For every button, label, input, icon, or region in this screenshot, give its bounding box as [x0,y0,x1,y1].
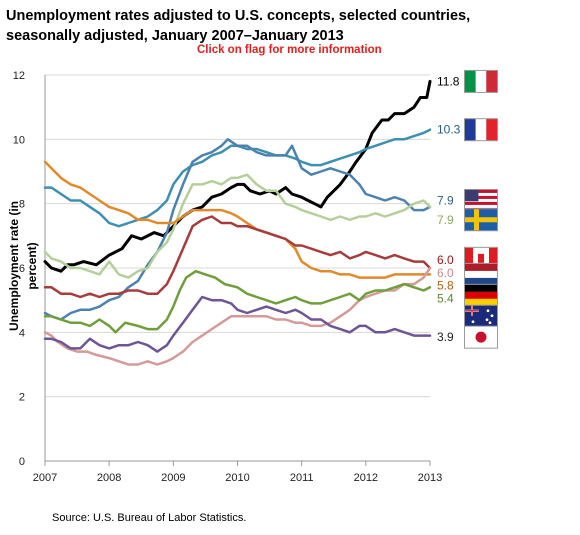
usa-flag-part [465,198,497,202]
end-label-4: 5.8 [437,279,454,293]
france-flag[interactable] [464,118,498,142]
y-tick-label-4: 4 [19,327,25,339]
italy-flag-part [465,70,476,92]
netherlands-flag-part [465,277,497,285]
end-label-7: 5.4 [437,292,454,306]
germany-flag[interactable] [464,283,498,307]
series-line-5 [43,215,432,299]
australia-flag-star [486,309,490,313]
end-label-6: 6.0 [437,266,454,280]
y-tick-label-0: 0 [19,456,25,468]
end-label-2: 7.9 [437,193,454,207]
chart-title: Unemployment rates adjusted to U.S. conc… [6,8,471,44]
japan-flag-sun [475,331,487,343]
australia-flag[interactable] [464,304,498,328]
x-tick-label-2011: 2011 [290,472,314,484]
netherlands-flag-part [465,270,497,278]
usa-flag-part [465,189,479,202]
flag-hint-text: Click on flag for more information [197,44,382,56]
y-tick-label-2: 2 [19,392,25,404]
japan-flag[interactable] [464,325,498,349]
series-line-0 [43,79,432,273]
y-tick-label-6: 6 [19,263,25,275]
australia-flag-star [490,314,494,318]
end-label-8: 3.9 [437,330,454,344]
source-note: Source: U.S. Bureau of Labor Statistics. [52,512,247,524]
germany-flag-part [465,284,497,292]
y-tick-label-12: 12 [13,70,25,82]
italy-flag-part [475,70,487,92]
germany-flag-part [465,298,497,306]
canada-flag-part [465,247,473,269]
x-tick-label-2010: 2010 [225,472,249,484]
end-label-1: 10.3 [437,123,461,137]
usa-flag-part [465,201,497,205]
australia-flag-star [471,320,475,324]
usa-flag-part [465,192,497,196]
usa-flag-part [465,189,497,193]
x-tick-label-2007: 2007 [33,472,57,484]
x-tick-label-2009: 2009 [161,472,185,484]
netherlands-flag-part [465,263,497,271]
canada-flag-part [478,253,484,263]
series-line-3 [43,173,432,279]
x-tick-label-2013: 2013 [418,472,442,484]
y-tick-label-10: 10 [13,134,25,146]
france-flag-part [475,119,487,141]
x-tick-label-2012: 2012 [354,472,378,484]
end-label-3: 7.9 [437,213,454,227]
series-line-6 [43,266,432,366]
series-line-4 [43,160,432,279]
usa-flag-part [465,195,497,199]
australia-flag-star [488,321,492,325]
italy-flag[interactable] [464,69,498,93]
france-flag-part [486,119,497,141]
end-label-5: 6.0 [437,253,454,267]
series-line-8 [43,295,432,353]
usa-flag-part [465,204,497,208]
usa-flag[interactable] [464,188,498,212]
series-line-2 [43,138,432,321]
italy-flag-part [486,70,497,92]
australia-flag-star [485,318,489,322]
y-tick-label-8: 8 [19,199,25,211]
series-line-7 [43,269,432,334]
end-label-0: 11.8 [437,74,460,88]
germany-flag-part [465,291,497,299]
australia-flag-part [471,305,473,316]
france-flag-part [465,119,476,141]
sweden-flag-part [465,217,497,223]
netherlands-flag[interactable] [464,262,498,286]
x-tick-label-2008: 2008 [97,472,121,484]
canada-flag-part [489,247,497,269]
sweden-flag[interactable] [464,208,498,232]
